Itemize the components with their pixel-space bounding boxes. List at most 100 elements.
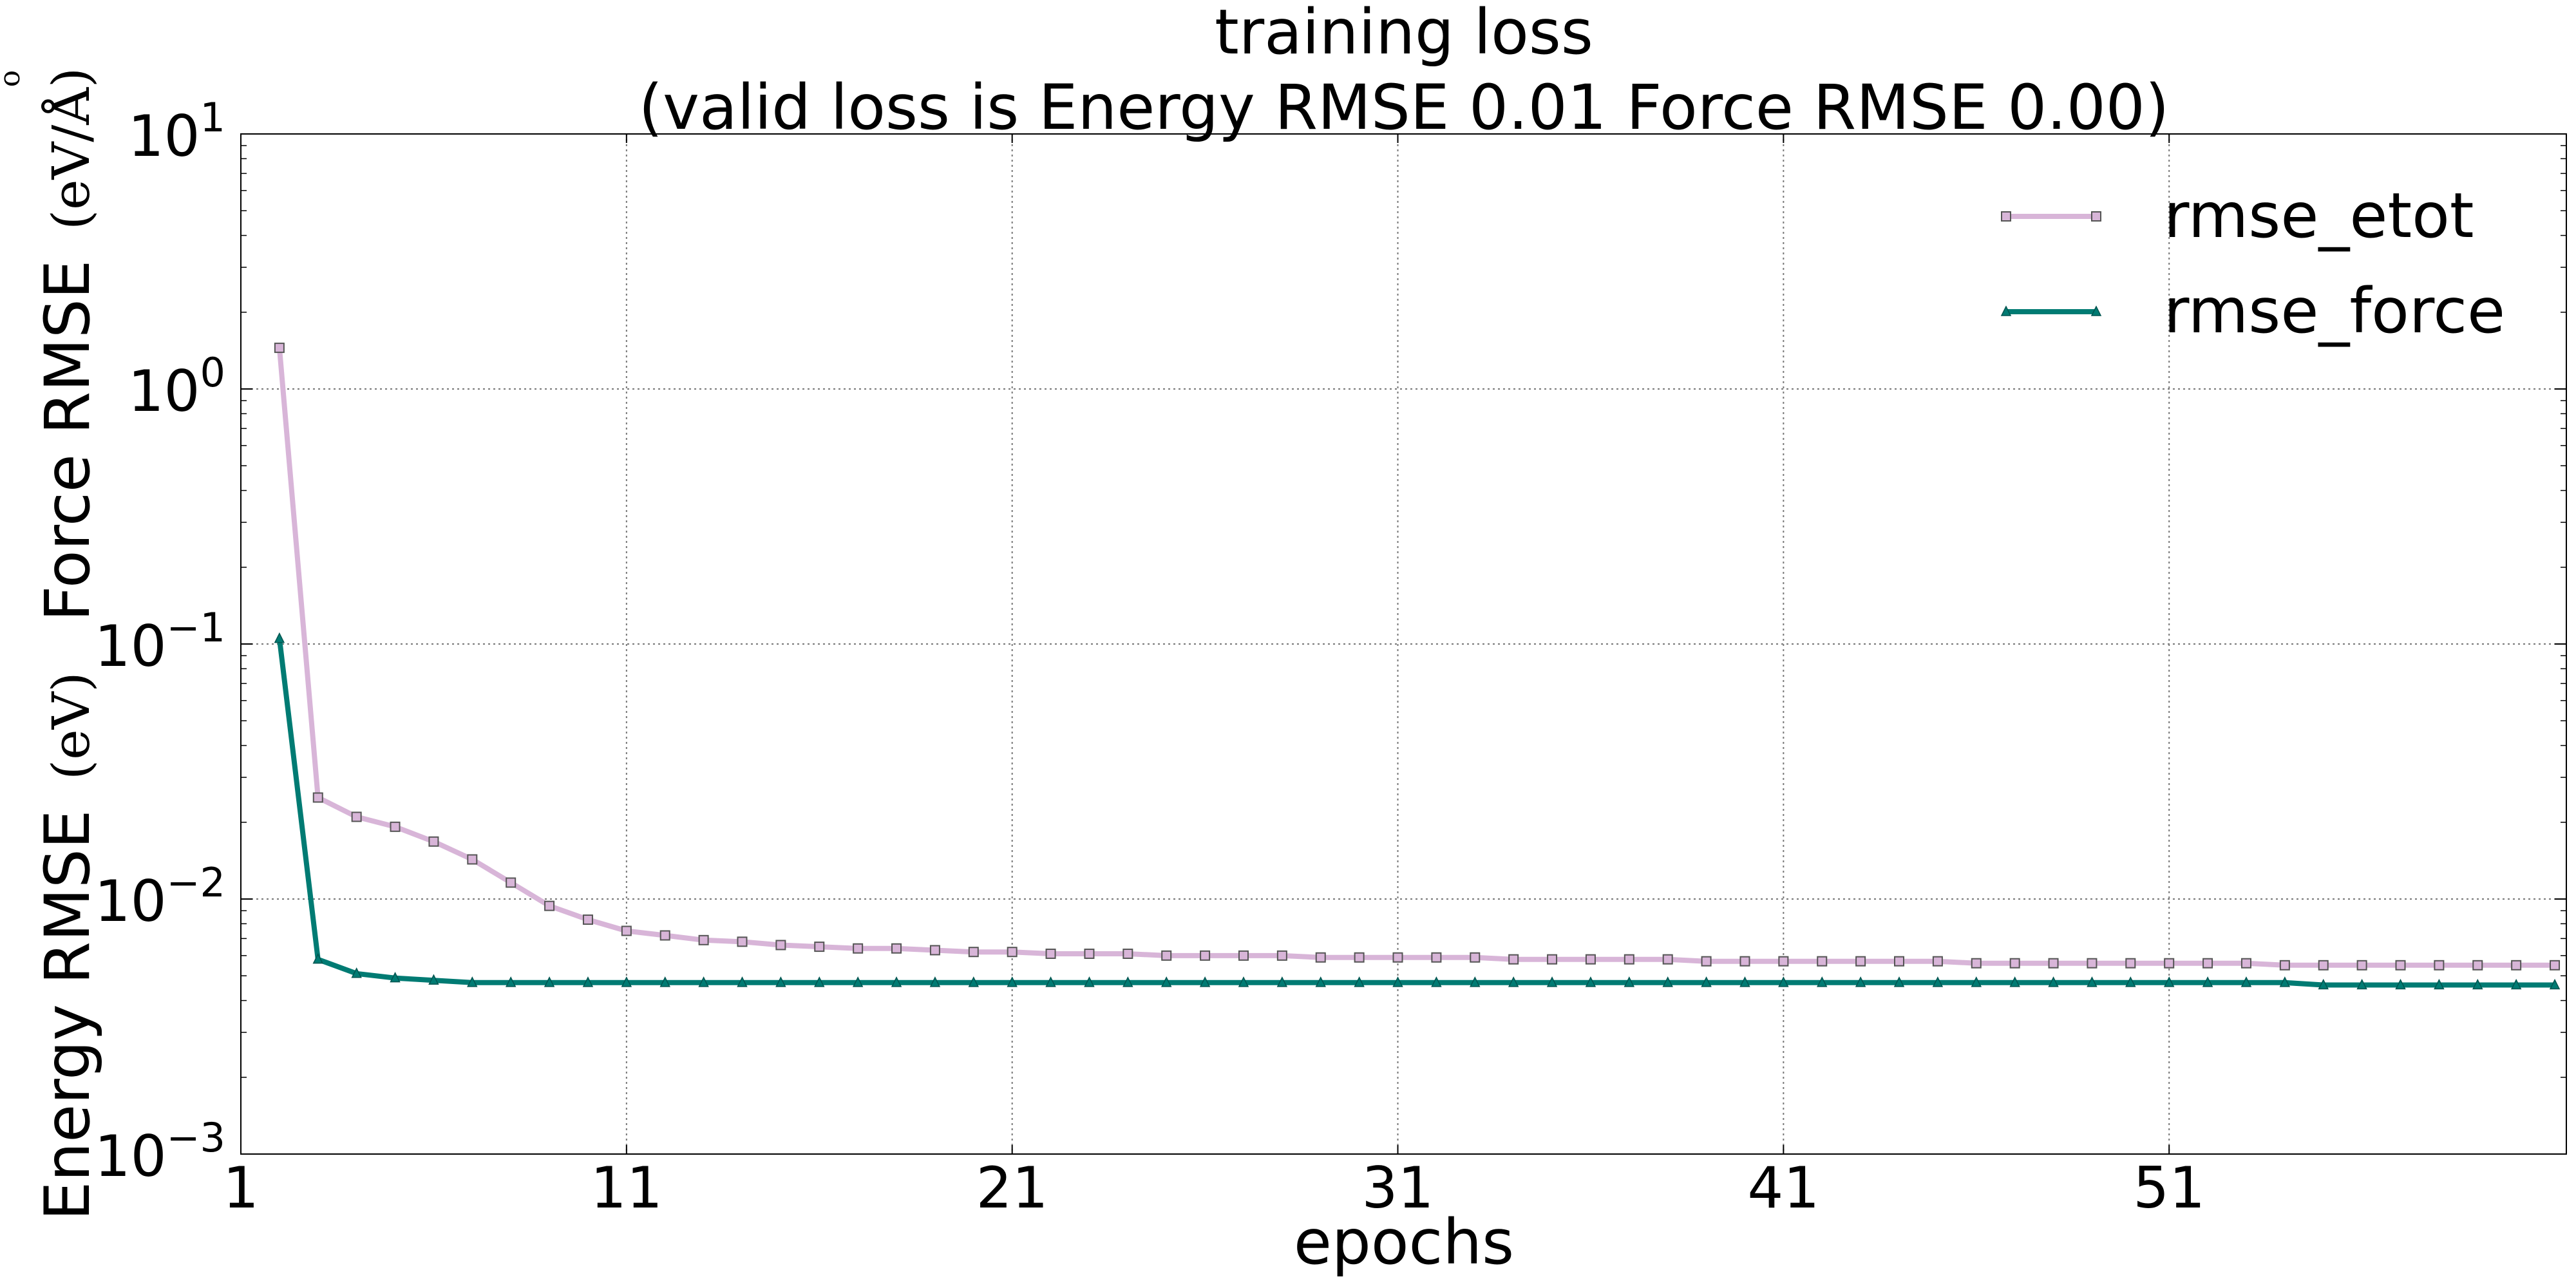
data-point-rmse_etot xyxy=(2125,958,2136,969)
legend-marker-rmse_force xyxy=(2000,305,2012,316)
data-point-rmse_etot xyxy=(390,821,401,832)
data-point-rmse_force xyxy=(1778,976,1789,987)
data-point-rmse_etot xyxy=(1855,956,1866,967)
data-point-rmse_force xyxy=(929,976,941,987)
data-point-rmse_force xyxy=(1045,976,1056,987)
legend-marker-rmse_etot xyxy=(2091,211,2101,222)
data-point-rmse_etot xyxy=(1315,952,1326,963)
y-tick-label: 100 xyxy=(128,349,225,424)
data-point-rmse_force xyxy=(1662,976,1673,987)
data-point-rmse_force xyxy=(2356,978,2367,990)
data-point-rmse_etot xyxy=(929,945,940,956)
data-point-rmse_etot xyxy=(1084,949,1095,960)
series-line-rmse_etot xyxy=(276,347,2555,968)
data-point-rmse_etot xyxy=(506,877,516,888)
data-point-rmse_etot xyxy=(1200,950,1211,961)
data-point-rmse_etot xyxy=(891,943,902,954)
data-point-rmse_force xyxy=(1354,976,1365,987)
series-layer xyxy=(274,343,2561,990)
data-point-rmse_etot xyxy=(1739,956,1750,967)
data-point-rmse_force xyxy=(2472,978,2483,990)
chart-title: training loss xyxy=(1215,0,1593,68)
data-point-rmse_etot xyxy=(1238,950,1249,961)
y-tick-label-base: 10 xyxy=(128,103,200,169)
x-axis-label: epochs xyxy=(1294,1206,1514,1278)
y-tick-label-exponent: −1 xyxy=(167,604,225,651)
data-point-rmse_etot xyxy=(2202,958,2213,969)
data-point-rmse_etot xyxy=(2550,960,2561,971)
data-point-rmse_etot xyxy=(2434,960,2445,971)
data-point-rmse_etot xyxy=(2318,960,2329,971)
data-point-rmse_etot xyxy=(351,811,362,822)
data-point-rmse_force xyxy=(1739,976,1750,987)
data-point-rmse_force xyxy=(1546,976,1558,987)
data-point-rmse_etot xyxy=(582,914,593,925)
data-point-rmse_etot xyxy=(2511,960,2522,971)
data-point-rmse_force xyxy=(968,976,980,987)
chart-subtitle: (valid loss is Energy RMSE 0.01 Force RM… xyxy=(639,71,2170,144)
y-tick-label-base: 10 xyxy=(95,1123,167,1189)
data-point-rmse_etot xyxy=(2164,958,2175,969)
data-point-rmse_force xyxy=(1971,976,1982,987)
data-point-rmse_force xyxy=(2279,976,2291,987)
data-point-rmse_etot xyxy=(1431,952,1442,963)
data-point-rmse_force xyxy=(1817,976,1828,987)
data-point-rmse_etot xyxy=(1971,958,1982,969)
data-point-rmse_force xyxy=(1238,976,1249,987)
data-point-rmse_etot xyxy=(1547,954,1558,965)
data-point-rmse_force xyxy=(1508,976,1519,987)
data-point-rmse_etot xyxy=(428,836,439,847)
data-point-rmse_force xyxy=(2434,978,2445,990)
data-point-rmse_force xyxy=(659,976,670,987)
data-point-rmse_force xyxy=(2240,976,2252,987)
data-point-rmse_etot xyxy=(467,854,478,865)
data-point-rmse_force xyxy=(2087,976,2098,987)
legend-label-rmse_etot: rmse_etot xyxy=(2164,180,2474,252)
data-point-rmse_etot xyxy=(1161,950,1172,961)
data-point-rmse_force xyxy=(891,976,902,987)
y-tick-label-exponent: −3 xyxy=(167,1114,225,1161)
data-point-rmse_etot xyxy=(853,943,864,954)
y-tick-label: 101 xyxy=(128,94,225,169)
svg-text:Energy RMSE (eV) F: Energy RMSE (eV) Force RMSE (eV/Å) xyxy=(32,68,104,1220)
data-point-rmse_force xyxy=(698,976,709,987)
data-point-rmse_force xyxy=(2163,976,2175,987)
data-point-rmse_force xyxy=(312,953,323,964)
angstrom-ring: o xyxy=(0,70,26,88)
data-point-rmse_etot xyxy=(312,792,323,803)
x-tick-label: 21 xyxy=(976,1155,1048,1221)
legend-marker-rmse_force xyxy=(2090,305,2102,316)
data-point-rmse_etot xyxy=(698,934,709,945)
data-point-rmse_etot xyxy=(1662,954,1673,965)
data-point-rmse_force xyxy=(2202,976,2213,987)
data-point-rmse_force xyxy=(351,967,362,978)
data-point-rmse_force xyxy=(2318,978,2329,990)
data-point-rmse_force xyxy=(1585,976,1596,987)
data-point-rmse_etot xyxy=(1045,949,1056,960)
data-point-rmse_etot xyxy=(1817,956,1828,967)
data-point-rmse_etot xyxy=(2240,958,2251,969)
data-point-rmse_force xyxy=(852,976,864,987)
data-point-rmse_etot xyxy=(2395,960,2406,971)
data-point-rmse_etot xyxy=(1276,950,1287,961)
data-point-rmse_force xyxy=(1470,976,1481,987)
y-tick-label-exponent: 1 xyxy=(200,94,225,141)
y-tick-label: 10−3 xyxy=(95,1114,225,1189)
data-point-rmse_etot xyxy=(968,947,979,958)
data-point-rmse_force xyxy=(582,976,594,987)
y-tick-label-base: 10 xyxy=(95,613,167,679)
data-point-rmse_force xyxy=(274,632,285,643)
data-point-rmse_force xyxy=(1276,976,1288,987)
data-point-rmse_etot xyxy=(1392,952,1403,963)
data-point-rmse_etot xyxy=(274,343,285,354)
data-point-rmse_force xyxy=(2549,978,2561,990)
data-point-rmse_force xyxy=(428,974,439,985)
y-tick-label: 10−2 xyxy=(95,859,225,934)
y-tick-label-exponent: 0 xyxy=(200,349,225,396)
y-tick-label-base: 10 xyxy=(128,358,200,424)
data-point-rmse_etot xyxy=(2279,960,2290,971)
data-point-rmse_force xyxy=(2009,976,2020,987)
series-line-rmse_force xyxy=(276,638,2555,988)
data-point-rmse_etot xyxy=(544,900,555,911)
x-tick-label: 51 xyxy=(2133,1155,2205,1221)
